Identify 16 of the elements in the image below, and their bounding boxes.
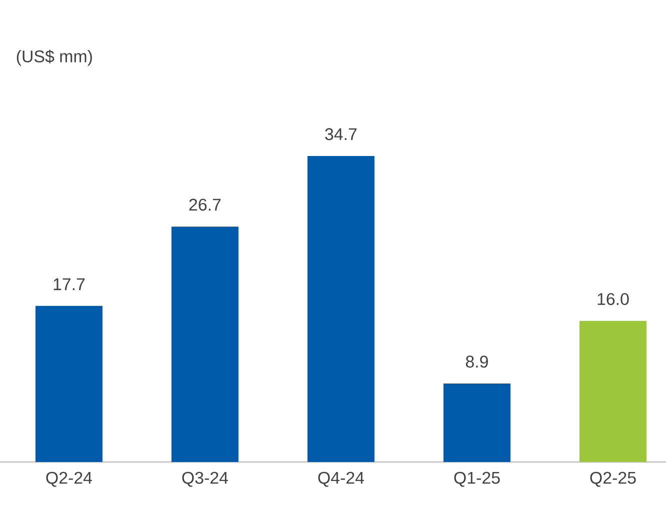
- data-label: 16.0: [598, 293, 629, 306]
- chart-subtitle: (US$ mm): [16, 50, 92, 66]
- data-label: 8.9: [466, 356, 488, 368]
- x-tick-label: Q2-24: [46, 472, 92, 487]
- data-label: 26.7: [189, 198, 221, 211]
- x-tick-label: Q1-25: [454, 472, 500, 487]
- x-tick-label: Q3-24: [182, 472, 228, 487]
- bar: [579, 320, 646, 462]
- x-tick-label: Q4-24: [318, 472, 364, 487]
- bar: [307, 156, 374, 462]
- bar: [171, 226, 238, 462]
- bar: [35, 306, 102, 462]
- x-tick-label: Q2-25: [590, 472, 636, 487]
- bar: [443, 384, 510, 462]
- data-label: 34.7: [325, 128, 357, 140]
- data-label: 17.7: [54, 278, 85, 290]
